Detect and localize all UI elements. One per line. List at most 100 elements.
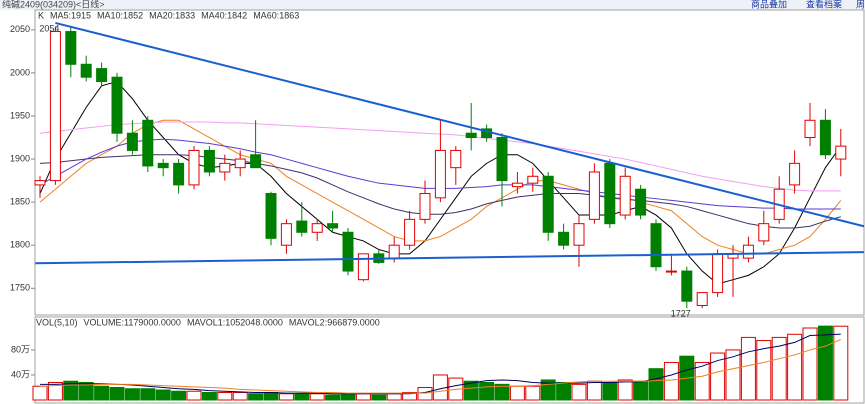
- candle-body: [65, 31, 77, 65]
- legend-entry: VOLUME:1179000.0000: [84, 317, 181, 327]
- candle-body: [635, 188, 647, 216]
- volume-bar: [756, 340, 772, 401]
- volume-bar: [232, 391, 248, 401]
- candle-body: [835, 145, 847, 160]
- legend-entry: MAVOL2:966879.0000: [289, 317, 380, 327]
- header-title: 纯碱2409(034209)<日线>: [2, 0, 105, 9]
- candle-body: [419, 193, 431, 220]
- volume-bar: [355, 393, 371, 401]
- candle-body: [619, 175, 631, 216]
- candle-body: [434, 149, 446, 199]
- candle-body: [650, 223, 662, 268]
- header-link[interactable]: 商品叠加: [751, 0, 787, 9]
- header-bar: [0, 0, 865, 10]
- candle-body: [527, 175, 539, 184]
- header-link[interactable]: 查看档案: [806, 0, 842, 9]
- candle-body: [342, 231, 354, 272]
- volume-bar: [586, 380, 602, 401]
- y-tick-label: 1900: [10, 153, 30, 163]
- candle-body: [219, 162, 231, 173]
- volume-bar: [47, 381, 63, 401]
- volume-bar: [740, 336, 756, 401]
- volume-bar: [509, 385, 525, 401]
- volume-bar: [217, 391, 233, 401]
- volume-bar: [479, 381, 495, 401]
- candle-body: [49, 31, 61, 182]
- volume-bar: [155, 389, 171, 401]
- trend-line: [35, 251, 864, 265]
- candle-body: [173, 162, 185, 186]
- candle-body: [712, 253, 724, 294]
- volume-bar: [771, 336, 787, 401]
- candle-body: [34, 180, 46, 186]
- volume-bar: [186, 390, 202, 401]
- candle-body: [465, 132, 477, 139]
- candle-body: [388, 244, 400, 259]
- volume-bar: [571, 383, 587, 401]
- candle-body: [742, 244, 754, 259]
- legend-entry: K: [38, 10, 44, 20]
- ma-line: [39, 80, 842, 285]
- volume-bar: [725, 349, 741, 401]
- y-tick-label: 80万: [11, 344, 30, 354]
- volume-bar: [248, 393, 264, 401]
- volume-bar: [263, 391, 279, 401]
- volume-bar: [817, 325, 833, 401]
- volume-panel: [34, 316, 865, 404]
- candle-body: [250, 154, 262, 169]
- legend-entry: MAVOL1:1052048.0000: [187, 317, 283, 327]
- trend-line: [55, 21, 865, 228]
- volume-bar: [663, 361, 679, 401]
- price-panel: [34, 9, 865, 316]
- candle-body: [357, 253, 369, 281]
- extreme-label: 1727: [671, 308, 691, 318]
- legend-entry: VOL(5,10): [36, 317, 78, 327]
- volume-bar: [171, 390, 187, 401]
- candle-body: [188, 149, 200, 186]
- volume-bar: [124, 388, 140, 401]
- volume-bar: [109, 386, 125, 401]
- candle-body: [496, 137, 508, 182]
- candle-body: [588, 171, 600, 220]
- volume-bar: [648, 368, 664, 401]
- header-link[interactable]: 周: [856, 0, 865, 9]
- volume-bar: [325, 394, 341, 401]
- volume-bar: [556, 381, 572, 401]
- volume-bar: [140, 388, 156, 401]
- y-tick-label: 2050: [10, 24, 30, 34]
- candle-body: [96, 68, 108, 83]
- volume-bar: [63, 380, 79, 401]
- volume-bar: [278, 393, 294, 401]
- volume-bar: [494, 383, 510, 401]
- ma-line: [39, 119, 842, 255]
- volume-bar: [602, 381, 618, 401]
- y-tick-label: 1750: [10, 283, 30, 293]
- y-tick-label: 1850: [10, 197, 30, 207]
- volume-bar: [694, 361, 710, 401]
- volume-bar: [371, 394, 387, 401]
- candle-body: [696, 292, 708, 307]
- candle-body: [789, 162, 801, 186]
- volume-bar: [525, 385, 541, 401]
- candle-body: [819, 119, 831, 156]
- candle-body: [511, 182, 523, 188]
- candle-body: [157, 162, 169, 169]
- candle-body: [327, 223, 339, 229]
- ma-line: [39, 154, 841, 229]
- volume-bar: [617, 379, 633, 401]
- mavol-line: [39, 339, 841, 394]
- candle-body: [280, 223, 292, 246]
- y-tick-label: 2000: [10, 67, 30, 77]
- volume-bar: [294, 393, 310, 401]
- volume-bar: [32, 385, 48, 401]
- y-tick-label: 40万: [11, 369, 30, 379]
- candle-body: [126, 132, 138, 151]
- volume-bar: [802, 327, 818, 401]
- volume-bar: [386, 393, 402, 401]
- volume-bar: [633, 380, 649, 401]
- volume-bar: [309, 393, 325, 401]
- volume-bar: [94, 385, 110, 401]
- candle-body: [542, 175, 554, 233]
- volume-bar: [417, 386, 433, 401]
